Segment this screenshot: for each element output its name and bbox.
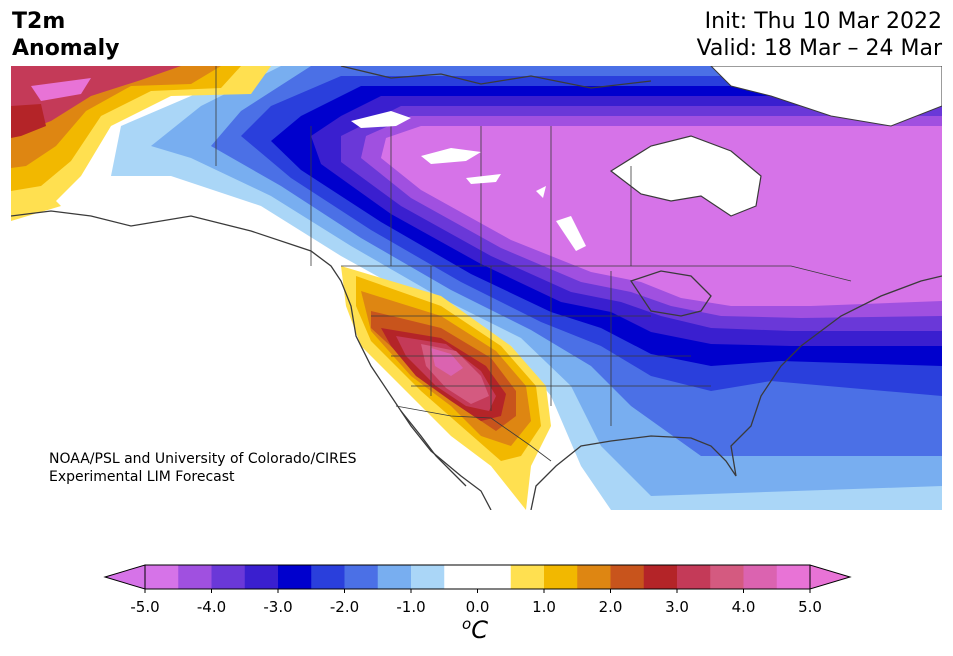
lake-winnipeg: [556, 216, 586, 251]
colorbar-tick-label: 3.0: [665, 598, 689, 616]
arctic-land: [710, 66, 942, 127]
colorbar-segment: [344, 565, 379, 589]
colorbar-segment: [278, 565, 312, 589]
contour-sw-5: [431, 348, 463, 376]
colorbar-tick-label: -4.0: [196, 598, 227, 616]
colorbar-segment: [477, 565, 512, 589]
map-title: T2m Anomaly: [12, 8, 119, 62]
credit-line-2: Experimental LIM Forecast: [49, 469, 235, 485]
colorbar-segment: [145, 565, 179, 589]
colorbar-segment: [244, 565, 279, 589]
colorbar-segment: [643, 565, 678, 589]
inland-lakes: [351, 111, 586, 251]
baja-coast: [400, 410, 467, 487]
colorbar-segment: [743, 565, 778, 589]
colorbar-segment: [377, 565, 412, 589]
colorbar-segment: [510, 565, 545, 589]
title-line-2: Anomaly: [12, 36, 120, 61]
colorbar-segment: [544, 565, 578, 589]
hudson-bay: [609, 135, 762, 217]
province-borders: [310, 126, 632, 266]
colorbar-over-arrow: [809, 564, 852, 590]
lake-great-slave: [421, 148, 481, 164]
colorbar-tick-label: 2.0: [598, 598, 623, 616]
southwest-warm-contours: [341, 266, 551, 510]
colorbar-segment: [677, 565, 711, 589]
colorbar-segment: [776, 565, 811, 589]
colorbar-tick-label: 5.0: [798, 598, 822, 616]
lake-small: [536, 186, 546, 198]
contour-alaska-3: [11, 104, 46, 138]
colorbar-segment: [710, 565, 744, 589]
border-us-mexico: [395, 405, 552, 462]
colorbar-tick-label: 4.0: [731, 598, 756, 616]
credit-text: NOAA/PSL and University of Colorado/CIRE…: [49, 450, 357, 486]
contour-cold-5: [381, 126, 942, 306]
gulf-coastline: [530, 275, 942, 510]
forecast-dates: Init: Thu 10 Mar 2022 Valid: 18 Mar – 24…: [697, 8, 942, 62]
anomaly-map: [11, 66, 942, 510]
colorbar-tick-label: -2.0: [329, 598, 360, 616]
unit-letter: C: [471, 616, 488, 644]
colorbar-unit: oC: [462, 615, 488, 644]
colorbar-under-arrow: [103, 564, 146, 590]
colorbar-tick-label: -1.0: [396, 598, 426, 616]
colorbar-segment: [211, 565, 246, 589]
political-borders: [215, 66, 852, 462]
colorbar-segment: [577, 565, 611, 589]
colorbar-segment: [610, 565, 645, 589]
state-borders-2: [371, 315, 711, 387]
colorbar-tick-label: -3.0: [263, 598, 293, 616]
colorbar-tick-label: 0.0: [465, 598, 490, 616]
state-borders-1: [430, 266, 612, 426]
great-lakes: [629, 270, 712, 317]
unit-degree: o: [462, 615, 472, 633]
colorbar-segment: [311, 565, 345, 589]
colorbar-segment: [411, 565, 445, 589]
arctic-islands: [340, 66, 652, 89]
title-line-1: T2m: [12, 9, 66, 34]
lake-athabasca: [466, 174, 501, 184]
credit-line-1: NOAA/PSL and University of Colorado/CIRE…: [49, 451, 357, 467]
colorbar-segment: [444, 565, 478, 589]
coastlines: [11, 66, 942, 510]
valid-range: Valid: 18 Mar – 24 Mar: [696, 36, 942, 61]
lake-great-bear: [351, 111, 411, 128]
colorbar-segment: [178, 565, 212, 589]
contour-alaska-5: [31, 78, 91, 101]
colorbar-tick-label: 1.0: [532, 598, 556, 616]
init-date: Init: Thu 10 Mar 2022: [704, 9, 942, 34]
colorbar-tick-label: -5.0: [130, 598, 160, 616]
colorbar: [103, 564, 852, 593]
alaska-warm-contours: [11, 66, 271, 216]
